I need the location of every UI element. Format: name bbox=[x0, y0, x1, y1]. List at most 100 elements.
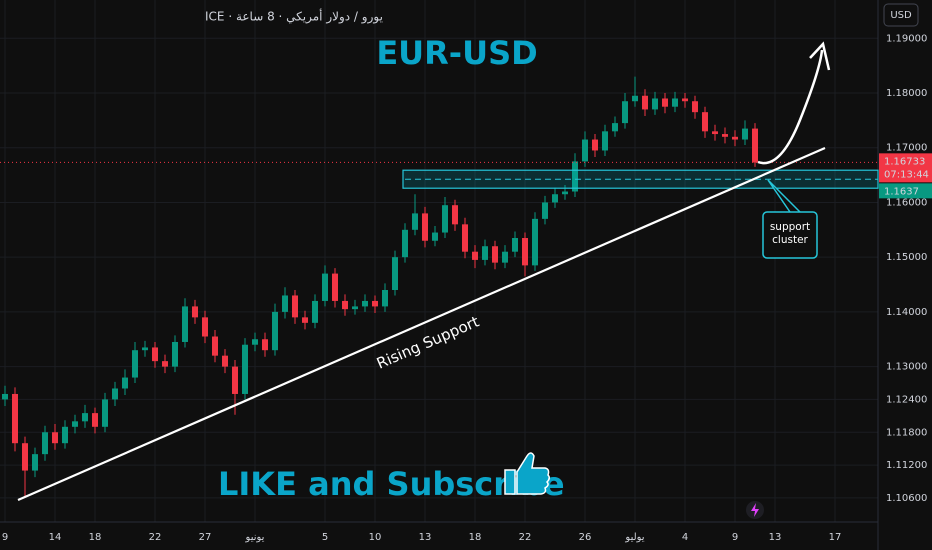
callout-text: support cluster bbox=[769, 221, 811, 246]
x-tick-label: 5 bbox=[322, 532, 328, 543]
callout: support cluster bbox=[769, 221, 811, 246]
current-price-tag bbox=[879, 153, 932, 183]
candle-body bbox=[682, 98, 688, 102]
x-tick-label: يوليو bbox=[624, 532, 644, 543]
candle-body bbox=[252, 339, 258, 345]
candle-body bbox=[592, 139, 598, 151]
candle-body bbox=[452, 205, 458, 225]
candle-body bbox=[172, 341, 178, 367]
candle-body bbox=[132, 350, 138, 378]
y-tick-label: 1.12400 bbox=[886, 394, 927, 405]
icon-hand bbox=[516, 452, 551, 495]
candle-body bbox=[422, 213, 428, 241]
zone-price-label: 1.1637 bbox=[884, 186, 919, 197]
candle-body bbox=[12, 393, 18, 444]
candle-body bbox=[742, 128, 748, 140]
candle-body bbox=[182, 306, 188, 342]
candle-body bbox=[202, 317, 208, 337]
arrow-head bbox=[809, 41, 831, 71]
candle-body bbox=[42, 432, 48, 455]
x-tick-label: 4 bbox=[682, 532, 688, 543]
y-tick-label: 1.18000 bbox=[886, 88, 927, 99]
callout-pointer bbox=[767, 179, 801, 213]
y-tick-label: 1.15000 bbox=[886, 252, 927, 263]
candle-body bbox=[52, 432, 58, 444]
x-tick-label: 22 bbox=[149, 532, 162, 543]
candle-body bbox=[522, 238, 528, 266]
y-tick-label: 1.11800 bbox=[886, 427, 927, 438]
support-trendline bbox=[17, 146, 826, 502]
y-tick-label: 1.11200 bbox=[886, 460, 927, 471]
zone-price-tag bbox=[879, 183, 932, 199]
candle-body bbox=[312, 300, 318, 323]
candle-body bbox=[302, 317, 308, 323]
candle-body bbox=[632, 95, 638, 102]
axes: 1.19000 1.18000 1.17000 1.16000 1.15000 1.140… bbox=[2, 33, 928, 543]
candle-body bbox=[362, 300, 368, 307]
candle-body bbox=[432, 232, 438, 241]
candle-body bbox=[582, 139, 588, 162]
candle-body bbox=[72, 421, 78, 427]
candle-body bbox=[322, 273, 328, 301]
candle-body bbox=[502, 251, 508, 263]
candle-body bbox=[412, 213, 418, 230]
candle-body bbox=[152, 347, 158, 362]
symbol-label: ICE · يورو / دولار أمريكي · 8 ساعة bbox=[205, 9, 383, 25]
candle-body bbox=[142, 347, 148, 351]
candle-body bbox=[722, 134, 728, 137]
x-tick-label: 22 bbox=[519, 532, 532, 543]
x-tick-label: 9 bbox=[732, 532, 738, 543]
candle-body bbox=[692, 101, 698, 113]
candle-body bbox=[562, 191, 568, 195]
candle-body bbox=[732, 136, 738, 140]
candle-body bbox=[602, 131, 608, 151]
callout-box bbox=[762, 211, 818, 259]
candle-body bbox=[92, 413, 98, 427]
candle-body bbox=[62, 426, 68, 444]
x-tick-label: 10 bbox=[369, 532, 382, 543]
candle-body bbox=[212, 336, 218, 356]
thumbs-up-icon bbox=[504, 452, 551, 495]
y-tick-label: 1.13000 bbox=[886, 362, 927, 373]
candle-body bbox=[82, 413, 88, 422]
candle-body bbox=[702, 112, 708, 132]
candle-body bbox=[32, 454, 38, 471]
x-tick-label: 17 bbox=[829, 532, 842, 543]
candle-body bbox=[162, 361, 168, 367]
candle-body bbox=[352, 306, 358, 310]
x-tick-label: 27 bbox=[199, 532, 212, 543]
y-tick-label: 1.16000 bbox=[886, 197, 927, 208]
candle-body bbox=[382, 290, 388, 307]
y-tick-label: 1.10600 bbox=[886, 493, 927, 504]
x-tick-label: يونيو bbox=[245, 532, 265, 543]
chart-title: EUR-USD bbox=[376, 34, 537, 72]
candle-body bbox=[342, 300, 348, 310]
projection-arrow bbox=[757, 49, 824, 165]
x-tick-label: 26 bbox=[579, 532, 592, 543]
candle-body bbox=[482, 246, 488, 260]
candle-body bbox=[612, 123, 618, 132]
candle-body bbox=[332, 273, 338, 301]
y-tick-label: 1.19000 bbox=[886, 33, 927, 44]
candle-body bbox=[712, 131, 718, 135]
icon-cuff bbox=[504, 469, 516, 495]
price-tags: 1.16733 07:13:44 1.1637 bbox=[879, 153, 932, 199]
candle-body bbox=[462, 224, 468, 252]
candle-body bbox=[282, 295, 288, 312]
candle-body bbox=[192, 306, 198, 318]
candles bbox=[0, 76, 878, 497]
candle-body bbox=[122, 377, 128, 389]
candle-body bbox=[292, 295, 298, 318]
candle-body bbox=[512, 238, 518, 252]
candle-body bbox=[372, 300, 378, 307]
candle-body bbox=[242, 344, 248, 394]
candle-body bbox=[442, 205, 448, 233]
candle-body bbox=[232, 366, 238, 394]
candle-body bbox=[402, 229, 408, 258]
candle-body bbox=[752, 128, 758, 163]
currency-button[interactable] bbox=[883, 3, 919, 27]
candle-body bbox=[262, 339, 268, 351]
candle-body bbox=[672, 98, 678, 107]
